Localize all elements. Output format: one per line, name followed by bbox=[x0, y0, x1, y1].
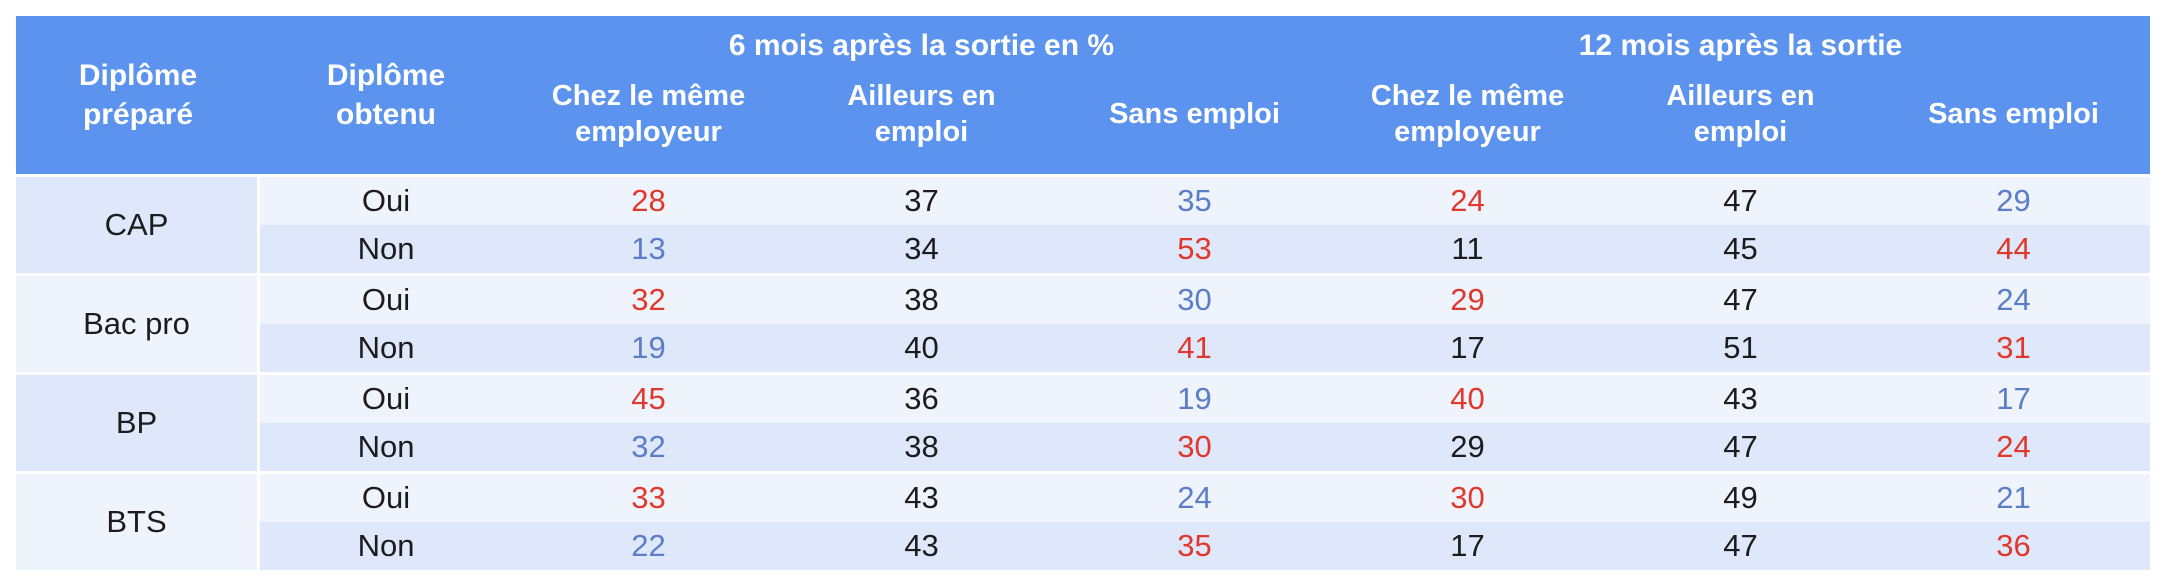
value-cell: 32 bbox=[512, 273, 785, 324]
value-cell: 24 bbox=[1877, 423, 2151, 471]
value-cell: 40 bbox=[785, 324, 1058, 372]
subheader-6m-same-employer: Chez le même employeur bbox=[512, 68, 785, 174]
value-cell: 40 bbox=[1331, 372, 1604, 423]
value-cell: 33 bbox=[512, 471, 785, 522]
value-cell: 35 bbox=[1058, 174, 1331, 225]
obtained-cell: Non bbox=[260, 324, 512, 372]
table-row-bp-non: Non 32 38 30 29 47 24 bbox=[16, 423, 2151, 471]
value-cell: 38 bbox=[785, 423, 1058, 471]
value-cell: 28 bbox=[512, 174, 785, 225]
header-row-subcolumns: Chez le même employeur Ailleurs en emplo… bbox=[16, 68, 2151, 174]
group-header-6-months: 6 mois après la sortie en % bbox=[512, 16, 1331, 68]
obtained-cell: Oui bbox=[260, 471, 512, 522]
value-cell: 30 bbox=[1058, 273, 1331, 324]
value-cell: 13 bbox=[512, 225, 785, 273]
column-header-diploma-obtained: Diplôme obtenu bbox=[260, 16, 512, 174]
value-cell: 37 bbox=[785, 174, 1058, 225]
value-cell: 45 bbox=[1604, 225, 1877, 273]
value-cell: 43 bbox=[1604, 372, 1877, 423]
table-row-cap-oui: CAP Oui 28 37 35 24 47 29 bbox=[16, 174, 2151, 273]
table-row-bp-oui: BP Oui 45 36 19 40 43 17 bbox=[16, 372, 2151, 471]
value-cell: 24 bbox=[1058, 471, 1331, 522]
value-cell: 43 bbox=[785, 471, 1058, 522]
employment-outcomes-table-wrap: Diplôme préparé Diplôme obtenu 6 mois ap… bbox=[16, 16, 2151, 570]
diploma-cell-bts: BTS bbox=[16, 471, 260, 570]
value-cell: 22 bbox=[512, 522, 785, 570]
table-row-bts-non: Non 22 43 35 17 47 36 bbox=[16, 522, 2151, 570]
value-cell: 29 bbox=[1331, 423, 1604, 471]
group-header-12-months: 12 mois après la sortie bbox=[1331, 16, 2151, 68]
value-cell: 32 bbox=[512, 423, 785, 471]
subheader-12m-unemployed: Sans emploi bbox=[1877, 68, 2151, 174]
obtained-cell: Non bbox=[260, 522, 512, 570]
value-cell: 36 bbox=[1877, 522, 2151, 570]
value-cell: 36 bbox=[785, 372, 1058, 423]
value-cell: 21 bbox=[1877, 471, 2151, 522]
value-cell: 51 bbox=[1604, 324, 1877, 372]
column-header-diploma-prepared: Diplôme préparé bbox=[16, 16, 260, 174]
obtained-cell: Oui bbox=[260, 174, 512, 225]
value-cell: 19 bbox=[512, 324, 785, 372]
value-cell: 24 bbox=[1331, 174, 1604, 225]
table-row-bacpro-non: Non 19 40 41 17 51 31 bbox=[16, 324, 2151, 372]
value-cell: 19 bbox=[1058, 372, 1331, 423]
table-body: CAP Oui 28 37 35 24 47 29 Non 13 34 53 1… bbox=[16, 174, 2151, 570]
value-cell: 47 bbox=[1604, 273, 1877, 324]
value-cell: 30 bbox=[1058, 423, 1331, 471]
value-cell: 31 bbox=[1877, 324, 2151, 372]
value-cell: 41 bbox=[1058, 324, 1331, 372]
table-header: Diplôme préparé Diplôme obtenu 6 mois ap… bbox=[16, 16, 2151, 174]
subheader-6m-unemployed: Sans emploi bbox=[1058, 68, 1331, 174]
value-cell: 30 bbox=[1331, 471, 1604, 522]
table-row-bts-oui: BTS Oui 33 43 24 30 49 21 bbox=[16, 471, 2151, 570]
obtained-cell: Oui bbox=[260, 372, 512, 423]
value-cell: 29 bbox=[1877, 174, 2151, 225]
value-cell: 17 bbox=[1331, 324, 1604, 372]
employment-outcomes-table: Diplôme préparé Diplôme obtenu 6 mois ap… bbox=[16, 16, 2151, 570]
value-cell: 49 bbox=[1604, 471, 1877, 522]
value-cell: 47 bbox=[1604, 423, 1877, 471]
value-cell: 24 bbox=[1877, 273, 2151, 324]
obtained-cell: Non bbox=[260, 225, 512, 273]
value-cell: 38 bbox=[785, 273, 1058, 324]
obtained-cell: Non bbox=[260, 423, 512, 471]
header-row-groups: Diplôme préparé Diplôme obtenu 6 mois ap… bbox=[16, 16, 2151, 174]
table-row-cap-non: Non 13 34 53 11 45 44 bbox=[16, 225, 2151, 273]
value-cell: 45 bbox=[512, 372, 785, 423]
value-cell: 43 bbox=[785, 522, 1058, 570]
value-cell: 17 bbox=[1877, 372, 2151, 423]
subheader-6m-elsewhere: Ailleurs en emploi bbox=[785, 68, 1058, 174]
diploma-cell-cap: CAP bbox=[16, 174, 260, 273]
value-cell: 44 bbox=[1877, 225, 2151, 273]
value-cell: 34 bbox=[785, 225, 1058, 273]
value-cell: 53 bbox=[1058, 225, 1331, 273]
table-row-bacpro-oui: Bac pro Oui 32 38 30 29 47 24 bbox=[16, 273, 2151, 372]
value-cell: 29 bbox=[1331, 273, 1604, 324]
value-cell: 47 bbox=[1604, 174, 1877, 225]
value-cell: 11 bbox=[1331, 225, 1604, 273]
subheader-12m-elsewhere: Ailleurs en emploi bbox=[1604, 68, 1877, 174]
value-cell: 47 bbox=[1604, 522, 1877, 570]
obtained-cell: Oui bbox=[260, 273, 512, 324]
diploma-cell-bp: BP bbox=[16, 372, 260, 471]
subheader-12m-same-employer: Chez le même employeur bbox=[1331, 68, 1604, 174]
diploma-cell-bac-pro: Bac pro bbox=[16, 273, 260, 372]
value-cell: 17 bbox=[1331, 522, 1604, 570]
value-cell: 35 bbox=[1058, 522, 1331, 570]
